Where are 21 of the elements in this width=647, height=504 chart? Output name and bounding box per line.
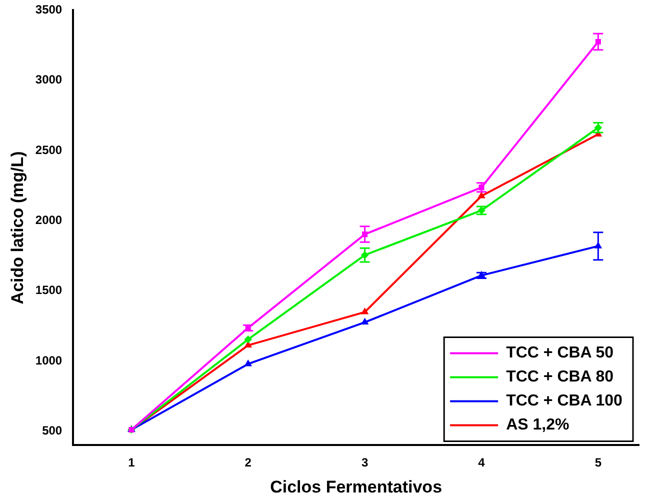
y-tick-label: 1000 bbox=[35, 353, 62, 368]
point bbox=[478, 192, 485, 198]
point bbox=[244, 342, 252, 348]
y-tick-label: 2500 bbox=[35, 142, 62, 157]
legend-label: TCC + CBA 100 bbox=[506, 392, 623, 410]
legend-label: AS 1,2% bbox=[506, 416, 570, 434]
x-axis-title: Ciclos Fermentativos bbox=[270, 477, 442, 496]
legend-label: TCC + CBA 50 bbox=[506, 344, 614, 362]
y-tick-label: 3000 bbox=[35, 72, 62, 87]
legend-label: TCC + CBA 80 bbox=[506, 368, 614, 386]
x-tick-label: 5 bbox=[594, 456, 602, 470]
x-tick-label: 4 bbox=[478, 456, 486, 470]
point bbox=[244, 360, 252, 366]
y-tick-label: 2000 bbox=[35, 212, 62, 227]
x-tick-label: 3 bbox=[361, 456, 368, 470]
x-tick-label: 2 bbox=[244, 456, 252, 470]
y-tick-label: 3500 bbox=[35, 2, 62, 17]
y-tick-label: 1500 bbox=[35, 283, 62, 298]
x-tick-label: 1 bbox=[128, 456, 136, 470]
y-tick-label: 500 bbox=[42, 423, 62, 438]
y-axis-title: Acido latico (mg/L) bbox=[8, 151, 27, 304]
